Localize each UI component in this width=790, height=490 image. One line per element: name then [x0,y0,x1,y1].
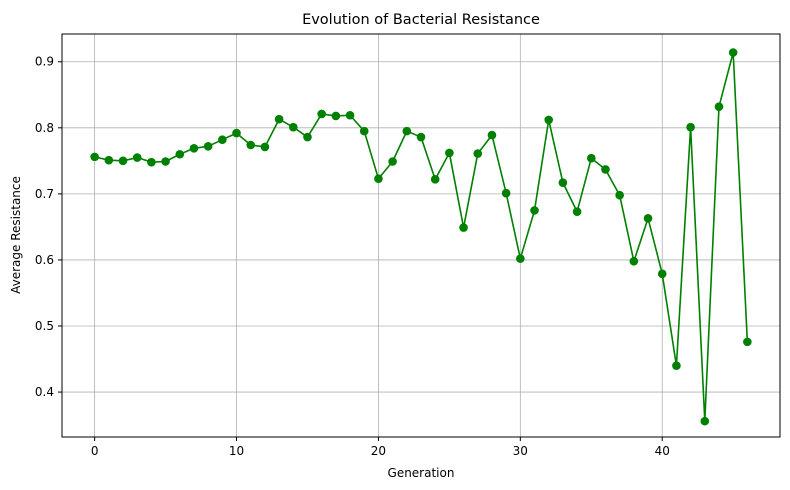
y-tick-label: 0.6 [35,253,54,267]
chart-title: Evolution of Bacterial Resistance [302,12,540,28]
data-point [388,157,397,166]
data-point [714,102,724,111]
data-point [672,361,681,370]
data-point [317,109,326,119]
data-point [175,149,185,159]
data-point [700,416,710,426]
data-point [586,153,596,163]
data-point [288,122,298,132]
data-point [743,337,752,347]
data-point [161,157,170,166]
data-point [516,254,525,263]
data-point [686,122,695,132]
data-point [473,149,483,158]
data-point [331,111,341,121]
y-tick-label: 0.8 [35,121,54,135]
y-tick-label: 0.4 [35,385,54,399]
data-point [629,256,639,266]
data-point [558,178,568,187]
series-marker-layer [90,48,752,426]
x-tick-label: 10 [229,444,244,458]
data-point [118,156,128,166]
data-point [601,165,610,174]
data-point [218,135,227,145]
data-point [246,140,256,150]
data-point [345,110,355,120]
data-point [147,157,156,167]
data-point [402,126,412,136]
data-point [374,174,383,183]
plot-area-frame [61,33,781,438]
data-point [657,269,667,279]
x-tick-label: 40 [655,444,670,458]
data-point [487,130,497,140]
data-point [445,148,454,158]
x-tick-label: 20 [371,444,386,458]
x-axis-ticks: 0 10 20 30 40 [91,437,670,458]
data-point [132,153,142,162]
data-point [203,142,213,151]
data-point [232,128,241,138]
y-tick-label: 0.5 [35,319,54,333]
data-point [530,206,539,215]
x-tick-label: 30 [513,444,528,458]
data-point [572,207,582,217]
y-tick-label: 0.9 [35,55,54,69]
data-point [430,175,440,184]
x-axis-label: Generation [388,466,455,480]
data-point [90,152,99,162]
data-point [544,115,554,125]
y-tick-label: 0.7 [35,187,54,201]
data-point [260,142,270,152]
data-point [189,143,199,153]
data-point [303,132,312,142]
y-axis-label: Average Resistance [9,176,23,294]
y-axis-ticks: 0.4 0.5 0.6 0.7 0.8 0.9 [35,55,62,399]
x-tick-label: 0 [91,444,99,458]
grid [62,34,780,437]
data-point [501,188,511,198]
data-point [274,114,284,124]
data-point [615,190,624,200]
data-point [104,155,114,165]
data-point [728,48,738,57]
data-point [643,214,653,223]
data-point [416,132,426,142]
data-point [459,223,468,232]
data-point [359,126,369,136]
